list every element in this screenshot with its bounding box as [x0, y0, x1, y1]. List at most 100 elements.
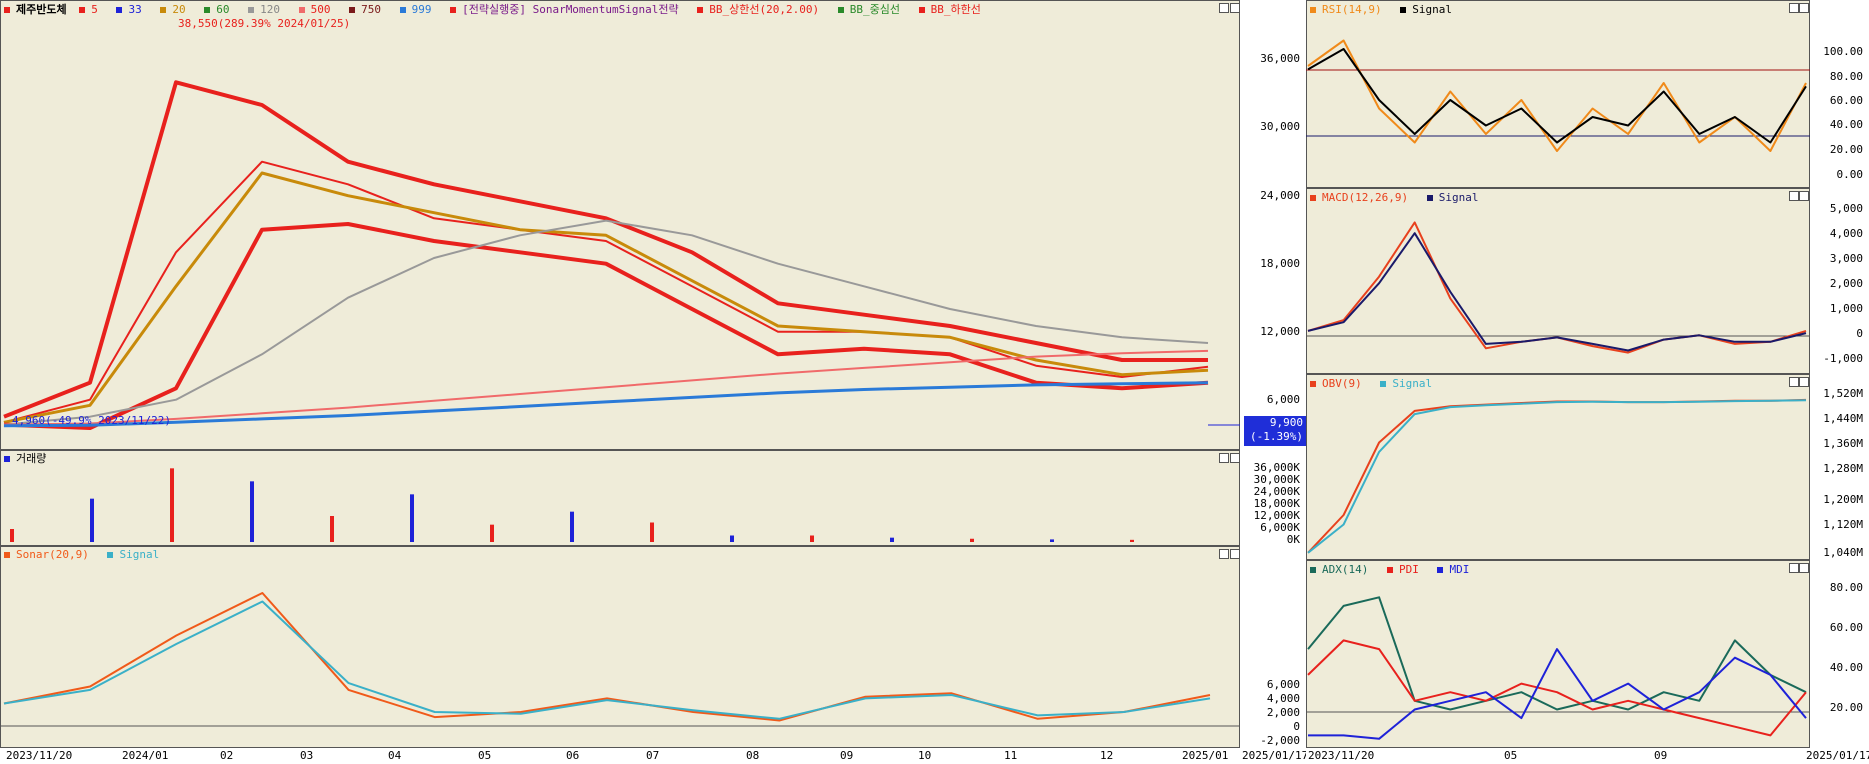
volume-bar: [330, 516, 334, 542]
y-tick: 12,000K: [1253, 509, 1300, 522]
volume-bar: [730, 535, 734, 542]
pane-maximize-icon[interactable]: [1789, 563, 1799, 573]
obv-pane[interactable]: [1306, 374, 1810, 560]
bb-mid-label: BB_중심선: [837, 3, 906, 16]
x-tick: 11: [1004, 749, 1018, 762]
volume-bar: [490, 524, 494, 542]
pane-maximize-icon[interactable]: [1219, 3, 1229, 13]
pane-close-icon[interactable]: [1230, 3, 1240, 13]
pane-close-icon[interactable]: [1799, 3, 1809, 13]
pane-maximize-icon[interactable]: [1219, 549, 1229, 559]
pane-close-icon[interactable]: [1230, 453, 1240, 463]
pane-maximize-icon[interactable]: [1219, 453, 1229, 463]
pane-close-icon[interactable]: [1799, 377, 1809, 387]
x-tick: 2023/11/20: [1308, 749, 1375, 762]
y-tick: 1,000: [1829, 302, 1863, 315]
x-tick: 2025/01: [1182, 749, 1229, 762]
bb-lower-label: BB_하한선: [918, 3, 987, 16]
y-tick: 30,000: [1260, 120, 1300, 133]
ma-500-label: 500: [298, 3, 337, 16]
sonar-plot[interactable]: [0, 546, 1240, 748]
x-tick: 06: [566, 749, 580, 762]
main-x-axis: 2023/11/20 2024/01 02 03 04 05 06 07 08 …: [0, 748, 1309, 764]
indicator-line-MDI: [1308, 648, 1807, 740]
y-tick: 6,000K: [1260, 521, 1300, 534]
volume-bar: [170, 468, 174, 542]
pane-maximize-icon[interactable]: [1789, 377, 1799, 387]
x-tick: 09: [1654, 749, 1668, 762]
x-tick: 02: [220, 749, 234, 762]
x-tick: 03: [300, 749, 314, 762]
y-tick: 40.00: [1829, 118, 1863, 131]
ma-750-label: 750: [349, 3, 387, 16]
volume-bar: [410, 494, 414, 542]
x-tick: 05: [1504, 749, 1518, 762]
y-tick: 0: [1856, 327, 1863, 340]
volume-bar: [970, 538, 974, 542]
pane-maximize-icon[interactable]: [1789, 191, 1799, 201]
pane-maximize-icon[interactable]: [1789, 3, 1799, 13]
y-tick: 1,040M: [1823, 546, 1863, 559]
volume-plot[interactable]: [0, 450, 1240, 546]
price-legend: 제주반도체 5 33 20 60 120 500 750 999 [전략실행중]…: [4, 3, 993, 16]
y-tick: 20.00: [1829, 701, 1863, 714]
series-line-500: [3, 349, 1209, 426]
volume-bar: [890, 537, 894, 542]
current-price: 9,900: [1269, 416, 1303, 429]
rsi-pane[interactable]: [1306, 0, 1810, 188]
indicator-line-PDI: [1307, 639, 1807, 737]
adx-legend: ADX(14) PDI MDI: [1310, 563, 1481, 576]
sonar-y-axis: 6,000 4,000 2,000 0 -2,000: [1240, 546, 1306, 748]
volume-bar: [90, 498, 94, 542]
bb-upper-label: BB_상한선(20,2.00): [697, 3, 825, 16]
indicator-line-OBV(9): [1307, 398, 1807, 554]
sonar-legend: Sonar(20,9) Signal: [4, 548, 171, 561]
x-tick: 2025/01/17: [1242, 749, 1309, 762]
indicator-line-MACD(12,26,9): [1307, 221, 1807, 354]
y-tick: -2,000: [1260, 734, 1300, 747]
stock-name: 제주반도체: [4, 3, 67, 16]
pane-close-icon[interactable]: [1799, 191, 1809, 201]
indicator-line-Signal: [1307, 48, 1807, 144]
pane-close-icon[interactable]: [1230, 549, 1240, 559]
y-tick: 100.00: [1823, 45, 1863, 58]
indicator-line-Signal: [1307, 399, 1807, 554]
ma-999-label: 999: [399, 3, 438, 16]
y-tick: 12,000: [1260, 325, 1300, 338]
y-tick: 6,000: [1266, 393, 1300, 406]
current-change: (-1.39%): [1250, 430, 1303, 443]
ma-120-label: 120: [248, 3, 286, 16]
sonar-line-Signal: [3, 600, 1211, 720]
series-line-BB_상한선(20,2.00): [3, 80, 1208, 419]
pane-close-icon[interactable]: [1799, 563, 1809, 573]
strategy-label: [전략실행중] SonarMomentumSignal전략: [450, 3, 685, 16]
y-tick: 30,000K: [1253, 473, 1300, 486]
ma-60-label: 60: [204, 3, 235, 16]
y-tick: 36,000K: [1253, 461, 1300, 474]
rsi-legend: RSI(14,9) Signal: [1310, 3, 1464, 16]
y-tick: 1,360M: [1823, 437, 1863, 450]
x-tick: 2023/11/20: [6, 749, 73, 762]
side-y-axis: 100.00 80.00 60.00 40.00 20.00 0.00 5,00…: [1810, 0, 1869, 748]
volume-bar: [1050, 539, 1054, 542]
price-plot[interactable]: [0, 0, 1240, 450]
indicator-plots[interactable]: [1306, 0, 1810, 748]
y-tick: 60.00: [1829, 94, 1863, 107]
y-tick: 80.00: [1829, 581, 1863, 594]
y-tick: 36,000: [1260, 52, 1300, 65]
macd-pane[interactable]: [1306, 188, 1810, 374]
y-tick: 18,000K: [1253, 497, 1300, 510]
y-tick: 80.00: [1829, 70, 1863, 83]
series-line-999: [3, 381, 1209, 428]
y-tick: 3,000: [1829, 252, 1863, 265]
volume-legend: 거래량: [4, 452, 52, 465]
y-tick: 1,520M: [1823, 387, 1863, 400]
sonar-line-Sonar(20,9): [3, 592, 1211, 722]
y-tick: 1,200M: [1823, 493, 1863, 506]
volume-pane[interactable]: [0, 450, 1240, 546]
obv-legend: OBV(9) Signal: [1310, 377, 1444, 390]
indicator-line-RSI(14,9): [1307, 39, 1807, 152]
y-tick: 0: [1293, 720, 1300, 733]
ma-20-label: 20: [160, 3, 191, 16]
y-tick: -1,000: [1823, 352, 1863, 365]
